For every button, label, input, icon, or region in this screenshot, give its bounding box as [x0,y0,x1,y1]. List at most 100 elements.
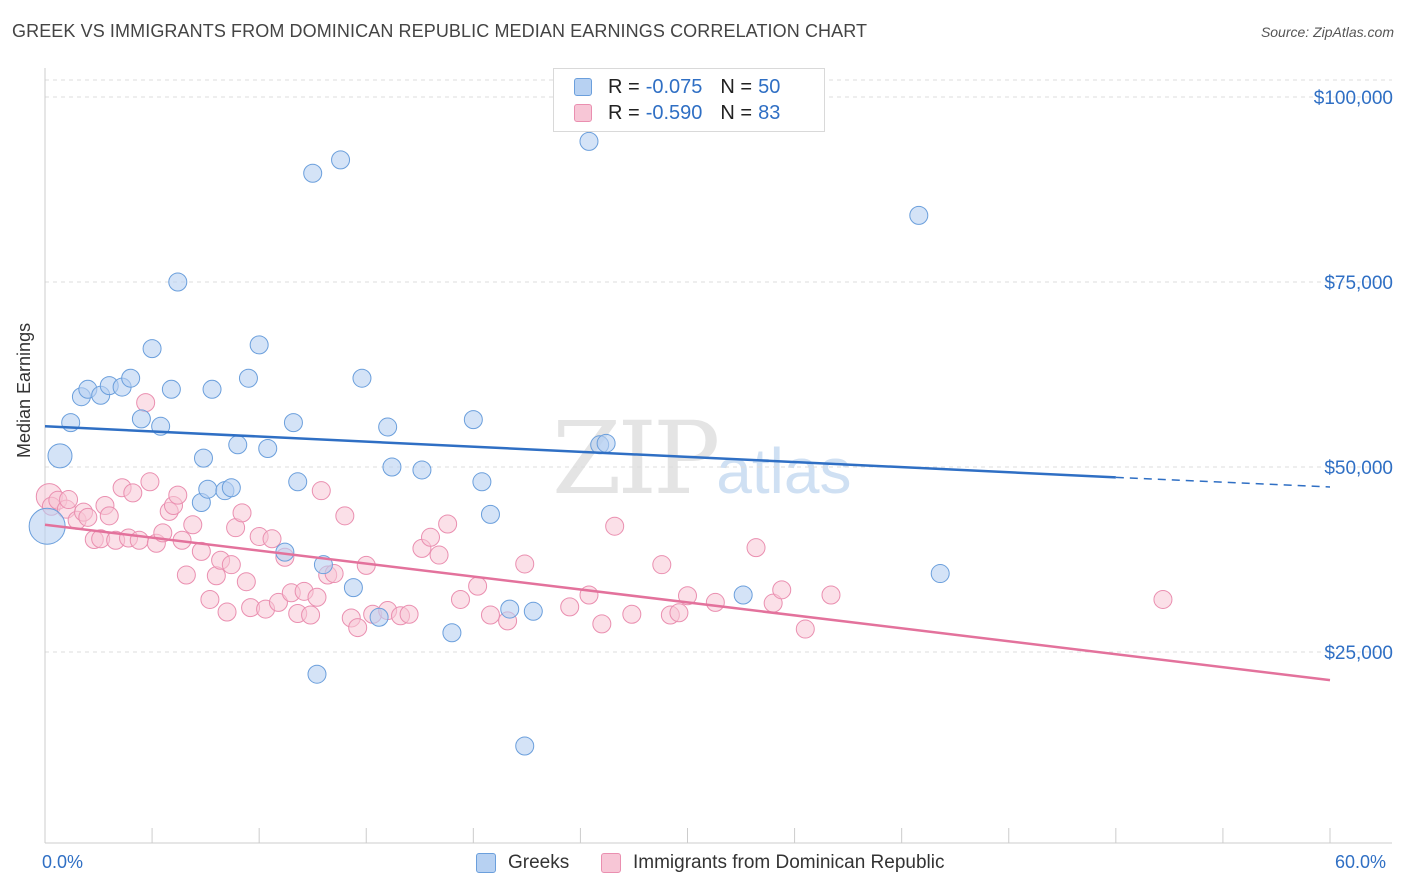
dominican-point [311,481,331,501]
dominican-point [221,555,241,575]
greeks-point [909,205,929,225]
dominican-point [59,490,79,510]
y-tick-label: $100,000 [1314,88,1393,109]
dominican-swatch [574,104,592,122]
greeks-swatch [574,78,592,96]
legend-r-label: R = [608,75,640,98]
watermark-zip: ZIP [552,400,720,517]
greeks-point [382,457,402,477]
dominican-point [191,541,211,561]
greeks-point [307,664,327,684]
dominican-point [232,503,252,523]
greeks-point [500,599,520,619]
greeks-point [228,435,248,455]
dominican-point [99,506,119,526]
legend-r-value: -0.075 [645,75,703,98]
greeks-swatch [476,853,496,873]
greeks-point [198,479,218,499]
greeks-point [249,335,269,355]
dominican-point [560,597,580,617]
dominican-point [678,586,697,606]
greeks-point [221,478,241,498]
greeks-point [930,564,950,584]
dominican-point [399,604,419,624]
stats-legend: R = -0.075 N = 50 R = -0.590 N = 83 [553,68,825,132]
dominican-point [450,589,470,609]
dominican-point [429,545,449,565]
dominican-point [140,472,160,492]
greeks-point [596,433,616,453]
dominican-swatch [601,853,621,873]
source-credit: Source: ZipAtlas.com [1260,24,1394,40]
dominican-point [515,554,535,574]
dominican-point [821,585,841,605]
dominican-point [1153,589,1173,609]
legend-row-dominican: R = -0.590 N = 83 [574,101,780,125]
dominican-point [129,530,149,550]
bottom-legend-dominican-label: Immigrants from Dominican Republic [633,852,945,873]
dominican-point [480,605,500,625]
legend-n-value: 83 [758,101,781,124]
greeks-point [472,472,492,492]
greeks-point [331,150,351,170]
legend-n-label: N = [720,75,753,98]
bottom-legend-greeks: Greeks [476,852,569,874]
dominican-point [705,592,725,612]
dominican-point [468,576,488,596]
greeks-point [258,439,278,458]
greeks-point [288,472,308,492]
x-tick-label-min: 0.0% [42,852,84,872]
greeks-point [463,410,483,430]
greeks-point [733,585,753,605]
dominican-point [592,614,612,634]
dominican-point [183,515,203,535]
greeks-trend-extension [1115,476,1331,488]
greeks-point [131,409,151,429]
greeks-point [515,736,535,756]
greeks-point [142,339,162,359]
legend-r-label: R = [608,101,640,124]
greeks-point [442,623,462,643]
greeks-point [121,368,141,388]
greeks-point [579,131,599,151]
dominican-point [217,602,237,622]
dominican-point [262,529,282,549]
bottom-legend-dominican: Immigrants from Dominican Republic [601,852,945,874]
greeks-point [283,413,303,433]
greeks-point [352,368,372,388]
greeks-trend-line [44,425,1116,479]
legend-n-value: 50 [758,75,781,98]
dominican-point [652,555,672,575]
dominican-point [301,605,321,625]
y-axis-label: Median Earnings [14,322,34,458]
dominican-trend-line [44,523,1331,682]
watermark: ZIPatlas [552,400,851,517]
dominican-point [268,592,288,612]
dominican-point [176,565,196,585]
y-tick-label: $75,000 [1324,273,1393,294]
greeks-point [193,448,213,468]
chart-title: GREEK VS IMMIGRANTS FROM DOMINICAN REPUB… [12,21,868,41]
dominican-point [746,538,766,558]
greeks-point [343,578,363,598]
greeks-point [480,504,500,524]
dominican-point [438,514,458,534]
dominican-point [307,587,327,607]
dominican-point [78,507,98,527]
dominican-point [421,527,440,547]
greeks-point [369,607,389,627]
watermark-atlas: atlas [716,435,852,507]
greeks-point [523,601,543,621]
greeks-point [303,163,323,183]
dominican-point [123,483,143,503]
dominican-point [795,619,815,639]
legend-r-value: -0.590 [645,101,703,124]
dominican-point [136,393,156,413]
greeks-point [378,417,398,437]
dominican-point [622,604,642,624]
legend-n-label: N = [720,101,753,124]
dominican-point [772,580,792,600]
y-tick-label: $25,000 [1324,643,1393,664]
dominican-point [200,589,220,609]
